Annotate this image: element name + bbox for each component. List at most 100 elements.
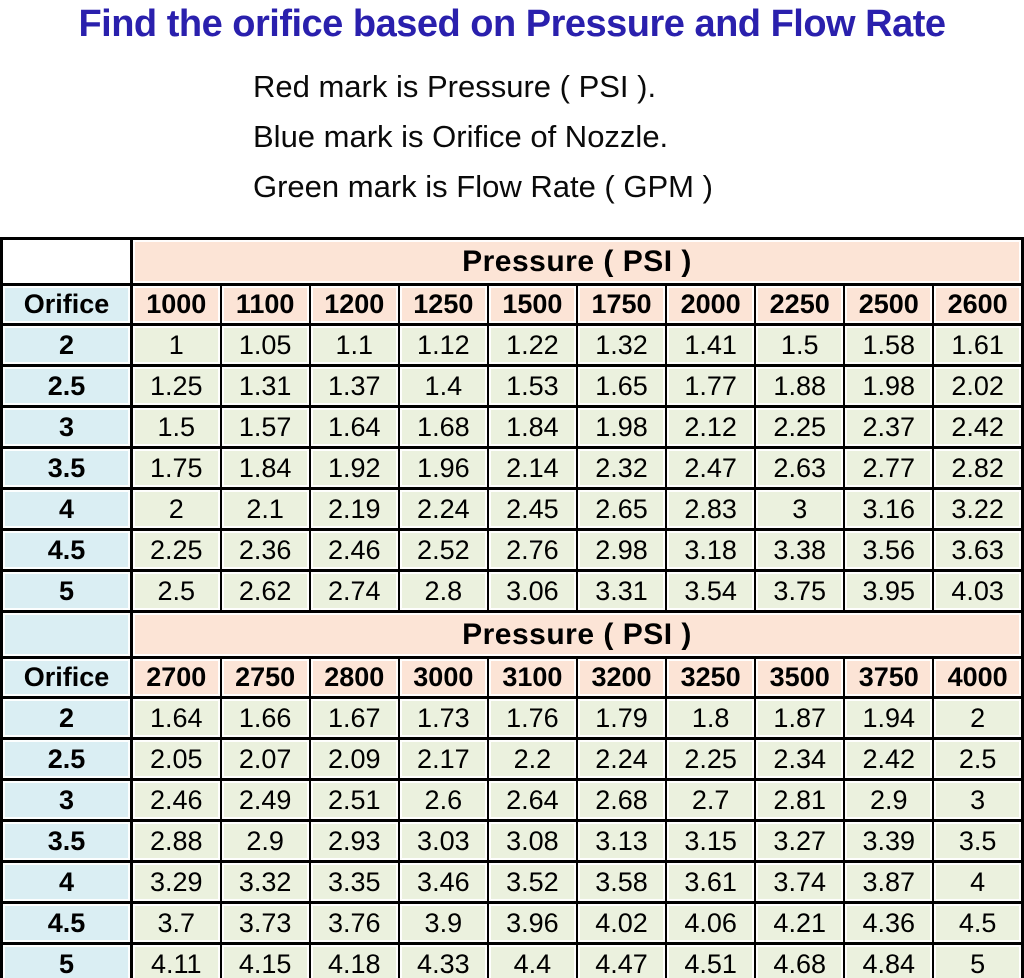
flow-rate-gpm-cell: 4.02 [575,901,668,945]
orifice-row: 4 3.29 3.32 3.35 3.46 3.52 3.58 3.61 3.74 3.87 4 [0,860,1024,904]
flow-rate-gpm-cell: 2.47 [665,446,757,490]
flow-rate-gpm-cell: 2.32 [575,446,668,490]
flow-rate-gpm-cell: 1.4 [397,364,489,408]
orifice-row: 3.5 1.75 1.84 1.92 1.96 2.14 2.32 2.47 2.63 2.77 2… [0,446,1024,490]
flow-rate-gpm-cell: 2 [932,696,1024,740]
flow-rate-gpm-cell: 3.5 [932,819,1024,863]
flow-rate-gpm-cell: 3.9 [397,901,489,945]
flow-rate-gpm-cell: 1.92 [308,446,400,490]
flow-rate-gpm-cell: 4.33 [397,942,489,978]
flow-rate-gpm-cell: 2.6 [397,778,489,822]
flow-rate-gpm-cell: 2.9 [219,819,311,863]
flow-rate-gpm-cell: 3.16 [843,487,935,531]
orifice-row: 2.5 2.05 2.07 2.09 2.17 2.2 2.24 2.25 2.34 2.42 2.… [0,737,1024,781]
flow-rate-gpm-cell: 1 [130,323,222,367]
flow-rate-gpm-cell: 1.67 [308,696,400,740]
orifice-size-cell: 2.5 [0,364,133,408]
flow-rate-gpm-cell: 3.52 [486,860,578,904]
pressure-title-row: Pressure ( PSI ) [0,610,1024,659]
flow-rate-gpm-cell: 1.76 [486,696,578,740]
flow-rate-gpm-cell: 3.74 [754,860,846,904]
flow-rate-gpm-cell: 2.64 [486,778,578,822]
flow-rate-gpm-cell: 1.84 [486,405,578,449]
pressure-psi-header-cell: 3500 [754,656,846,699]
orifice-row: 4.5 2.25 2.36 2.46 2.52 2.76 2.98 3.18 3.38 3.56 3… [0,528,1024,572]
flow-rate-gpm-cell: 1.96 [397,446,489,490]
flow-rate-gpm-cell: 3.76 [308,901,400,945]
flow-rate-gpm-cell: 3.38 [754,528,846,572]
flow-rate-gpm-cell: 5 [932,942,1024,978]
flow-rate-gpm-cell: 2.17 [397,737,489,781]
flow-rate-gpm-cell: 2.76 [486,528,578,572]
flow-rate-gpm-cell: 1.5 [130,405,222,449]
flow-rate-gpm-cell: 2.49 [219,778,311,822]
pressure-psi-header-cell: 1200 [308,283,400,326]
flow-rate-gpm-cell: 2.82 [932,446,1024,490]
flow-rate-gpm-cell: 1.94 [843,696,935,740]
pressure-psi-title: Pressure ( PSI ) [130,610,1024,659]
orifice-size-cell: 4 [0,487,133,531]
flow-rate-gpm-cell: 3.58 [575,860,668,904]
flow-rate-gpm-cell: 2.88 [130,819,222,863]
flow-rate-gpm-cell: 2.51 [308,778,400,822]
flow-rate-gpm-cell: 4.68 [754,942,846,978]
orifice-size-cell: 3 [0,405,133,449]
orifice-size-cell: 3.5 [0,446,133,490]
pressure-header-row: Orifice 2700 2750 2800 3000 3100 3200 3250 3500 3… [0,656,1024,699]
flow-rate-gpm-cell: 4.21 [754,901,846,945]
flow-rate-gpm-cell: 1.57 [219,405,311,449]
flow-rate-gpm-cell: 1.25 [130,364,222,408]
flow-rate-gpm-cell: 3.46 [397,860,489,904]
orifice-row: 4.5 3.7 3.73 3.76 3.9 3.96 4.02 4.06 4.21 4.36 4.5 [0,901,1024,945]
orifice-row: 4 2 2.1 2.19 2.24 2.45 2.65 2.83 3 3.16 3.22 [0,487,1024,531]
flow-rate-gpm-cell: 2.65 [575,487,668,531]
flow-rate-gpm-cell: 1.79 [575,696,668,740]
flow-rate-gpm-cell: 4.18 [308,942,400,978]
pressure-psi-header-cell: 1500 [486,283,578,326]
flow-rate-gpm-cell: 4.51 [665,942,757,978]
flow-rate-gpm-cell: 2.14 [486,446,578,490]
flow-rate-gpm-cell: 3.87 [843,860,935,904]
flow-rate-gpm-cell: 3.54 [665,569,757,613]
flow-rate-gpm-cell: 3.96 [486,901,578,945]
flow-rate-gpm-cell: 2.37 [843,405,935,449]
orifice-size-cell: 4.5 [0,528,133,572]
orifice-row: 5 2.5 2.62 2.74 2.8 3.06 3.31 3.54 3.75 3.95 4.03 [0,569,1024,613]
flow-rate-gpm-cell: 2.81 [754,778,846,822]
flow-rate-gpm-cell: 3.13 [575,819,668,863]
flow-rate-gpm-cell: 3.39 [843,819,935,863]
orifice-row: 3 2.46 2.49 2.51 2.6 2.64 2.68 2.7 2.81 2.9 3 [0,778,1024,822]
pressure-psi-header-cell: 2250 [754,283,846,326]
flow-rate-gpm-cell: 3.18 [665,528,757,572]
flow-rate-gpm-cell: 1.64 [308,405,400,449]
flow-rate-gpm-cell: 4.15 [219,942,311,978]
flow-rate-gpm-cell: 2.74 [308,569,400,613]
flow-rate-gpm-cell: 2.62 [219,569,311,613]
flow-rate-gpm-cell: 3.27 [754,819,846,863]
flow-rate-gpm-cell: 2.19 [308,487,400,531]
legend-line-flowrate: Green mark is Flow Rate ( GPM ) [253,169,713,204]
flow-rate-gpm-cell: 2.25 [130,528,222,572]
flow-rate-gpm-cell: 3.7 [130,901,222,945]
flow-rate-gpm-cell: 1.37 [308,364,400,408]
flow-rate-gpm-cell: 2.77 [843,446,935,490]
page-title: Find the orifice based on Pressure and F… [78,3,946,45]
flow-rate-gpm-cell: 2.42 [932,405,1024,449]
flow-rate-gpm-cell: 1.8 [665,696,757,740]
pressure-psi-header-cell: 3750 [843,656,935,699]
orifice-size-cell: 3.5 [0,819,133,863]
flow-rate-gpm-cell: 2.98 [575,528,668,572]
flow-rate-gpm-cell: 3 [932,778,1024,822]
pressure-psi-header-cell: 2600 [932,283,1024,326]
orifice-size-cell: 3 [0,778,133,822]
flow-rate-gpm-cell: 1.64 [130,696,222,740]
pressure-psi-title: Pressure ( PSI ) [130,237,1024,286]
flow-rate-gpm-cell: 4.36 [843,901,935,945]
flow-rate-gpm-cell: 1.1 [308,323,400,367]
flow-rate-gpm-cell: 3.06 [486,569,578,613]
flow-rate-gpm-cell: 2.5 [932,737,1024,781]
flow-rate-gpm-cell: 2.25 [665,737,757,781]
flow-rate-gpm-cell: 1.75 [130,446,222,490]
pressure-psi-header-cell: 2750 [219,656,311,699]
